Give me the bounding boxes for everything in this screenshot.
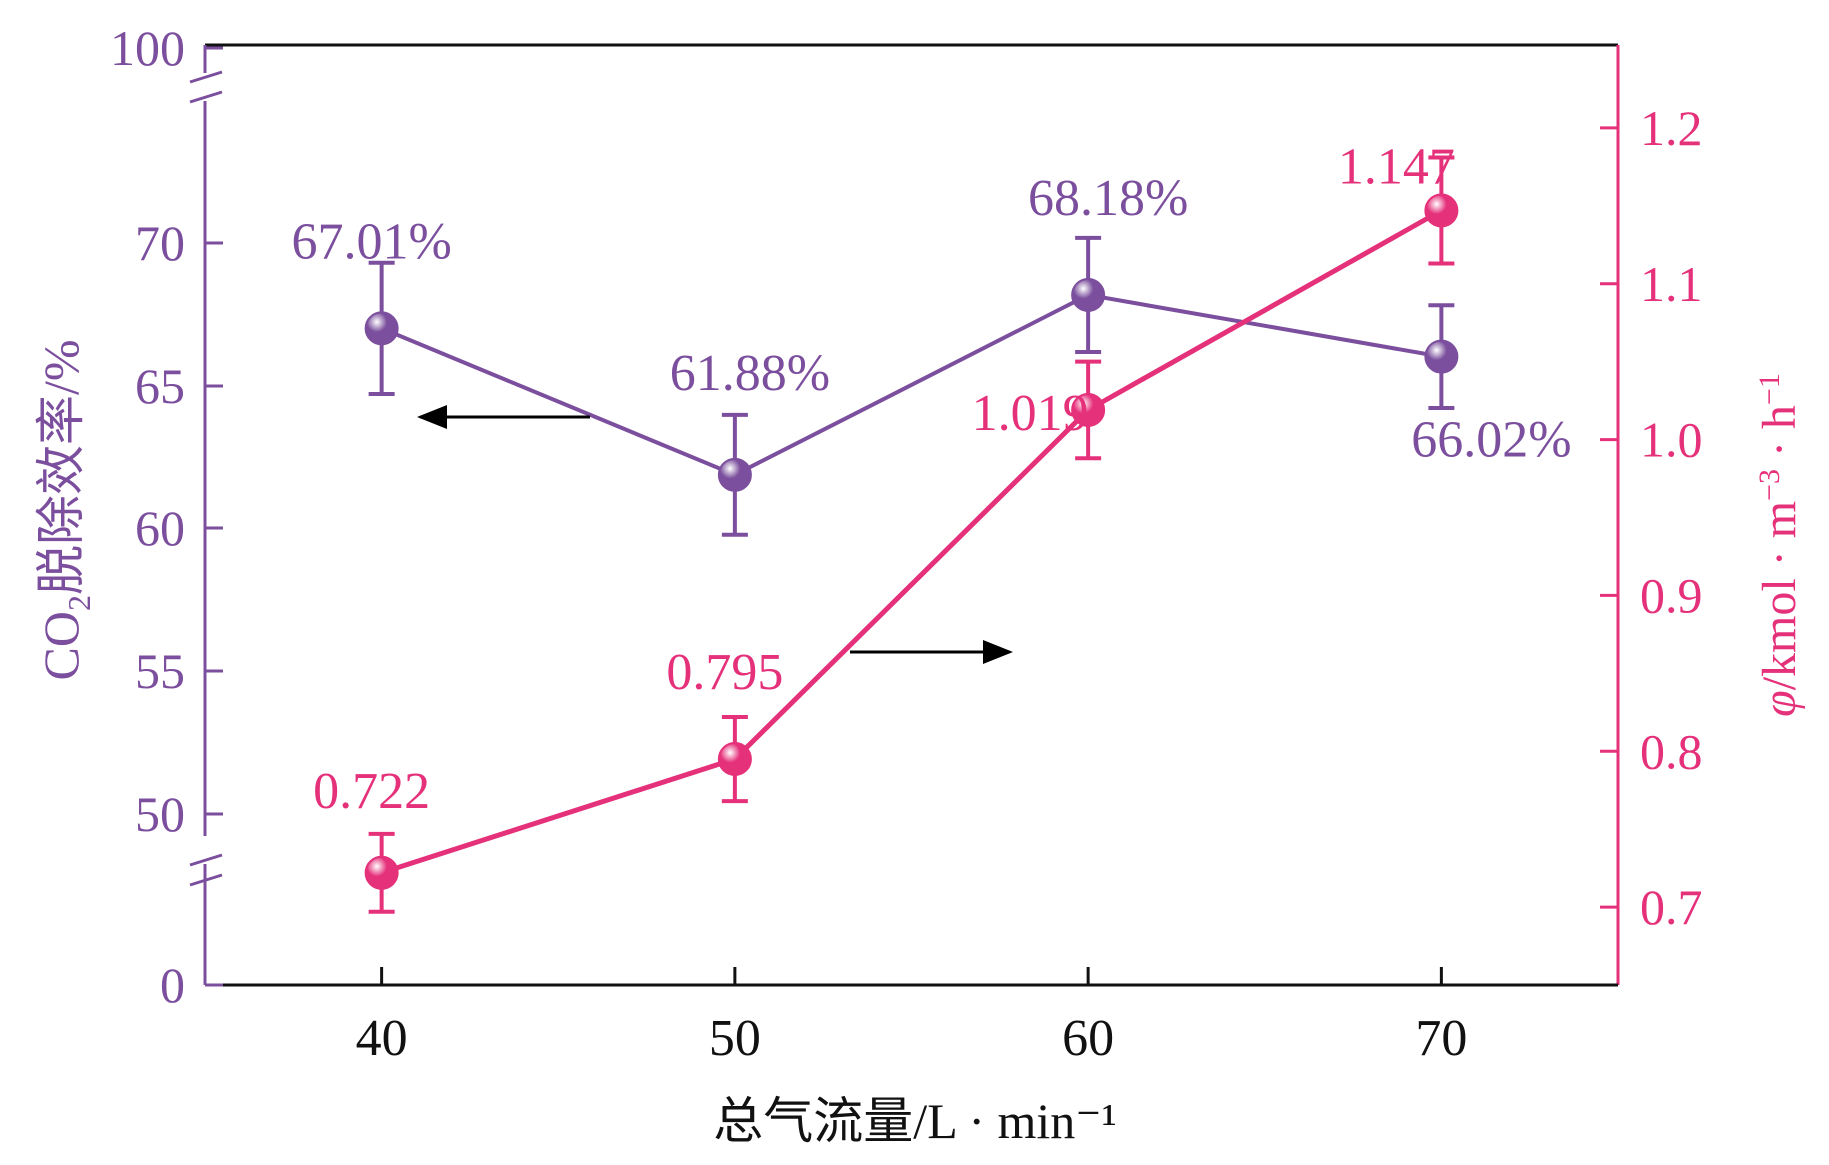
series-line-right <box>380 208 1443 876</box>
data-label: 1.147 <box>1338 139 1455 196</box>
data-label: 61.88% <box>670 345 830 402</box>
left-axis-title: CO2脱除效率/% <box>33 339 97 680</box>
right-axis-title-part: φ <box>1753 690 1806 717</box>
left-tick-label: 100 <box>110 20 185 76</box>
left-tick-label: 60 <box>135 500 185 556</box>
right-tick-label: 0.8 <box>1640 723 1703 779</box>
data-point-left <box>1071 277 1106 312</box>
left-tick-label: 0 <box>160 957 185 1013</box>
left-axis-title-part: 2 <box>61 595 97 611</box>
right-axis-title-part: −3 <box>1753 469 1786 501</box>
data-point-left <box>1424 339 1459 374</box>
right-tick-label: 1.2 <box>1640 100 1703 156</box>
x-tick-label: 70 <box>1415 1010 1467 1067</box>
data-point-right <box>717 742 752 777</box>
data-point-right <box>1424 193 1459 228</box>
axis-break-mark <box>189 873 223 887</box>
right-tick-label: 1.0 <box>1640 412 1703 468</box>
right-axis-title-part: · h <box>1753 405 1806 469</box>
series-line-left <box>380 292 1442 478</box>
data-point-left <box>364 311 399 346</box>
x-tick-label: 50 <box>709 1010 761 1067</box>
data-point-left <box>717 457 752 492</box>
right-tick-label: 0.9 <box>1640 567 1703 623</box>
right-tick-label: 1.1 <box>1640 256 1703 312</box>
data-label: 67.01% <box>291 213 451 270</box>
data-label: 0.722 <box>313 763 430 820</box>
x-axis-title: 总气流量/L · min⁻¹ <box>713 1093 1116 1149</box>
right-axis-title-part: −1 <box>1753 373 1786 405</box>
data-label: 68.18% <box>1028 170 1188 227</box>
axis-break-mark <box>189 853 223 867</box>
x-tick-label: 40 <box>356 1010 408 1067</box>
axis-break-mark <box>189 70 223 84</box>
left-tick-label: 55 <box>135 643 185 699</box>
data-label: 66.02% <box>1411 412 1571 469</box>
x-tick-label: 60 <box>1062 1010 1114 1067</box>
right-axis-title-part: /kmol · m <box>1753 501 1806 690</box>
left-tick-label: 50 <box>135 786 185 842</box>
right-tick-label: 0.7 <box>1640 879 1703 935</box>
data-label: 1.019 <box>972 385 1089 442</box>
left-tick-label: 70 <box>135 215 185 271</box>
data-label: 0.795 <box>666 644 783 701</box>
axis-break-mark <box>189 90 223 104</box>
right-axis-title: φ/kmol · m−3 · h−1 <box>1753 373 1806 717</box>
left-axis-title-part: 脱除效率/% <box>33 339 89 595</box>
left-tick-label: 65 <box>135 358 185 414</box>
left-axis-title-part: CO <box>33 611 89 680</box>
data-point-right <box>364 855 399 890</box>
data-point-right <box>1071 392 1106 427</box>
